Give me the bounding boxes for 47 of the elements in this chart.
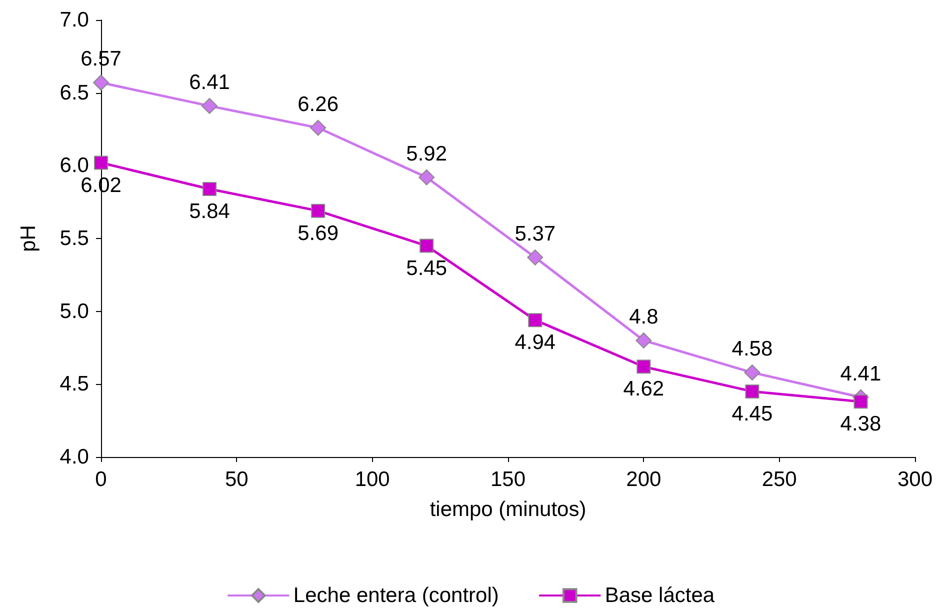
x-tick-label: 300 <box>897 468 933 491</box>
point <box>202 98 218 114</box>
y-axis-title: pH <box>17 225 40 252</box>
y-tick-label: 7.0 <box>60 8 89 32</box>
point <box>420 238 434 253</box>
data-label: 5.92 <box>406 142 448 166</box>
data-label: 5.84 <box>189 200 230 223</box>
data-label: 4.62 <box>623 378 664 401</box>
point <box>418 169 435 186</box>
data-label: 5.69 <box>298 222 339 245</box>
x-tick-label: 0 <box>95 468 107 491</box>
data-label: 4.58 <box>732 338 773 361</box>
point <box>202 182 217 196</box>
data-label: 5.37 <box>514 222 556 246</box>
point <box>528 313 542 328</box>
point <box>311 204 326 218</box>
x-tick-label: 50 <box>224 468 248 491</box>
y-tick-label: 4.0 <box>60 446 89 468</box>
point <box>94 156 108 170</box>
x-tick-label: 150 <box>490 468 526 491</box>
y-tick-label: 5.0 <box>60 300 89 323</box>
x-axis-title: tiempo (minutos) <box>430 498 586 521</box>
x-tick-label: 250 <box>762 468 797 491</box>
point <box>745 384 760 398</box>
point <box>636 332 652 348</box>
x-tick-label: 200 <box>626 468 662 491</box>
point <box>744 364 760 381</box>
point <box>527 249 544 266</box>
y-tick-label: 6.0 <box>60 154 89 178</box>
data-label: 4.8 <box>629 305 658 328</box>
point <box>310 120 326 136</box>
y-tick-label: 4.5 <box>60 372 89 396</box>
x-tick-label: 100 <box>354 468 390 491</box>
y-tick-label: 5.5 <box>60 227 89 250</box>
point <box>93 74 109 91</box>
data-label: 6.26 <box>298 92 339 116</box>
legend-label: Base láctea <box>604 584 715 607</box>
point <box>636 360 651 374</box>
data-label: 4.45 <box>732 402 773 426</box>
y-tick-label: 6.5 <box>60 81 89 104</box>
data-label: 6.41 <box>189 70 230 94</box>
point <box>854 394 868 409</box>
legend-label: Leche entera (control) <box>293 584 499 607</box>
data-label: 4.94 <box>514 331 556 354</box>
data-label: 4.38 <box>840 412 882 436</box>
data-label: 5.45 <box>406 256 448 280</box>
data-label: 4.41 <box>840 362 882 386</box>
